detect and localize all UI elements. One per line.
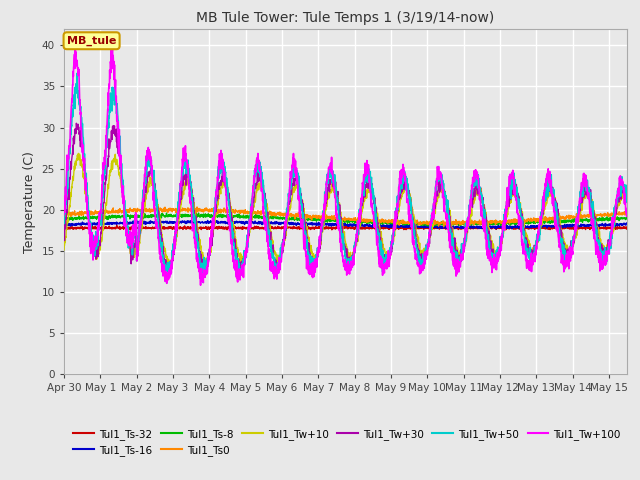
Tul1_Ts-16 — [60, 223, 68, 229]
Tul1_Tw+50 — [431, 196, 438, 202]
Tul1_Ts-16 — [413, 223, 420, 229]
Tul1_Ts-32 — [623, 225, 631, 230]
Tul1_Ts-8 — [93, 215, 101, 220]
Tul1_Ts-32 — [431, 225, 438, 230]
Tul1_Ts0 — [93, 209, 101, 215]
Tul1_Tw+10 — [623, 192, 631, 198]
Tul1_Tw+50 — [349, 258, 357, 264]
Tul1_Ts-32 — [60, 225, 68, 230]
Tul1_Tw+50 — [60, 215, 68, 221]
Line: Tul1_Tw+100: Tul1_Tw+100 — [64, 45, 627, 285]
Tul1_Tw+30 — [623, 197, 631, 203]
Title: MB Tule Tower: Tule Temps 1 (3/19/14-now): MB Tule Tower: Tule Temps 1 (3/19/14-now… — [196, 11, 495, 25]
Tul1_Tw+10 — [431, 213, 438, 219]
Tul1_Ts0 — [60, 211, 68, 216]
Tul1_Tw+10 — [273, 264, 280, 270]
Tul1_Tw+10 — [60, 247, 68, 253]
Tul1_Ts-16 — [604, 223, 612, 228]
Tul1_Tw+100 — [431, 196, 438, 202]
Tul1_Tw+100 — [60, 212, 68, 217]
Tul1_Ts-32 — [113, 223, 120, 228]
Tul1_Tw+100 — [623, 206, 631, 212]
Tul1_Tw+50 — [604, 245, 612, 251]
Line: Tul1_Tw+50: Tul1_Tw+50 — [64, 73, 627, 283]
Tul1_Tw+30 — [72, 120, 80, 126]
Tul1_Tw+100 — [604, 250, 612, 255]
Tul1_Ts-16 — [430, 223, 438, 229]
Tul1_Tw+30 — [200, 271, 208, 276]
Tul1_Tw+100 — [93, 234, 101, 240]
Tul1_Tw+30 — [413, 245, 421, 251]
Text: MB_tule: MB_tule — [67, 36, 116, 46]
Line: Tul1_Ts0: Tul1_Ts0 — [64, 207, 627, 227]
Tul1_Tw+10 — [349, 249, 357, 255]
Tul1_Ts-8 — [413, 221, 420, 227]
Tul1_Ts0 — [537, 215, 545, 220]
Line: Tul1_Tw+30: Tul1_Tw+30 — [64, 123, 627, 274]
Tul1_Tw+30 — [60, 229, 68, 235]
Tul1_Ts-8 — [604, 216, 612, 222]
Tul1_Ts0 — [430, 219, 438, 225]
Tul1_Tw+30 — [537, 217, 545, 223]
Tul1_Tw+100 — [196, 282, 204, 288]
Line: Tul1_Ts-32: Tul1_Ts-32 — [64, 226, 627, 230]
Tul1_Tw+10 — [604, 245, 612, 251]
Y-axis label: Temperature (C): Temperature (C) — [23, 151, 36, 252]
Tul1_Tw+10 — [413, 232, 421, 238]
Tul1_Ts-32 — [413, 226, 421, 231]
Tul1_Ts-8 — [60, 216, 68, 222]
Tul1_Ts0 — [440, 224, 447, 229]
Tul1_Ts-32 — [537, 225, 545, 230]
Tul1_Ts0 — [604, 213, 612, 218]
Tul1_Ts-16 — [228, 217, 236, 223]
Tul1_Tw+50 — [163, 280, 171, 286]
Tul1_Tw+30 — [349, 251, 357, 257]
Tul1_Ts-16 — [349, 223, 357, 228]
Tul1_Tw+100 — [413, 256, 421, 262]
Tul1_Ts-8 — [431, 221, 438, 227]
Tul1_Ts0 — [623, 211, 631, 216]
Tul1_Tw+30 — [93, 244, 101, 250]
Tul1_Tw+50 — [413, 248, 421, 254]
Tul1_Ts-16 — [537, 223, 545, 228]
Tul1_Ts0 — [193, 204, 201, 210]
Tul1_Ts-16 — [93, 220, 101, 226]
Tul1_Tw+10 — [93, 252, 101, 258]
Tul1_Tw+10 — [537, 223, 545, 228]
Tul1_Tw+50 — [623, 199, 631, 204]
Tul1_Ts-32 — [126, 227, 134, 233]
Line: Tul1_Tw+10: Tul1_Tw+10 — [64, 154, 627, 267]
Tul1_Tw+50 — [93, 242, 101, 248]
Tul1_Tw+100 — [537, 222, 545, 228]
Tul1_Tw+10 — [74, 151, 82, 156]
Tul1_Ts0 — [413, 220, 420, 226]
Tul1_Tw+30 — [604, 244, 612, 250]
Tul1_Ts-8 — [195, 210, 202, 216]
Tul1_Ts-32 — [349, 226, 357, 231]
Tul1_Tw+100 — [72, 42, 79, 48]
Tul1_Tw+30 — [431, 205, 438, 211]
Tul1_Ts-32 — [604, 226, 612, 231]
Tul1_Ts-8 — [424, 223, 432, 229]
Tul1_Ts0 — [349, 217, 357, 223]
Tul1_Ts-8 — [537, 221, 545, 227]
Legend: Tul1_Ts-32, Tul1_Ts-16, Tul1_Ts-8, Tul1_Ts0, Tul1_Tw+10, Tul1_Tw+30, Tul1_Tw+50,: Tul1_Ts-32, Tul1_Ts-16, Tul1_Ts-8, Tul1_… — [69, 424, 625, 460]
Tul1_Tw+50 — [537, 211, 545, 216]
Tul1_Ts-16 — [623, 220, 631, 226]
Line: Tul1_Ts-16: Tul1_Ts-16 — [64, 220, 627, 228]
Tul1_Tw+50 — [74, 71, 81, 76]
Tul1_Ts-32 — [93, 225, 101, 231]
Line: Tul1_Ts-8: Tul1_Ts-8 — [64, 213, 627, 226]
Tul1_Tw+100 — [349, 260, 357, 265]
Tul1_Ts-8 — [623, 216, 631, 222]
Tul1_Ts-16 — [508, 226, 516, 231]
Tul1_Ts-8 — [349, 218, 357, 224]
